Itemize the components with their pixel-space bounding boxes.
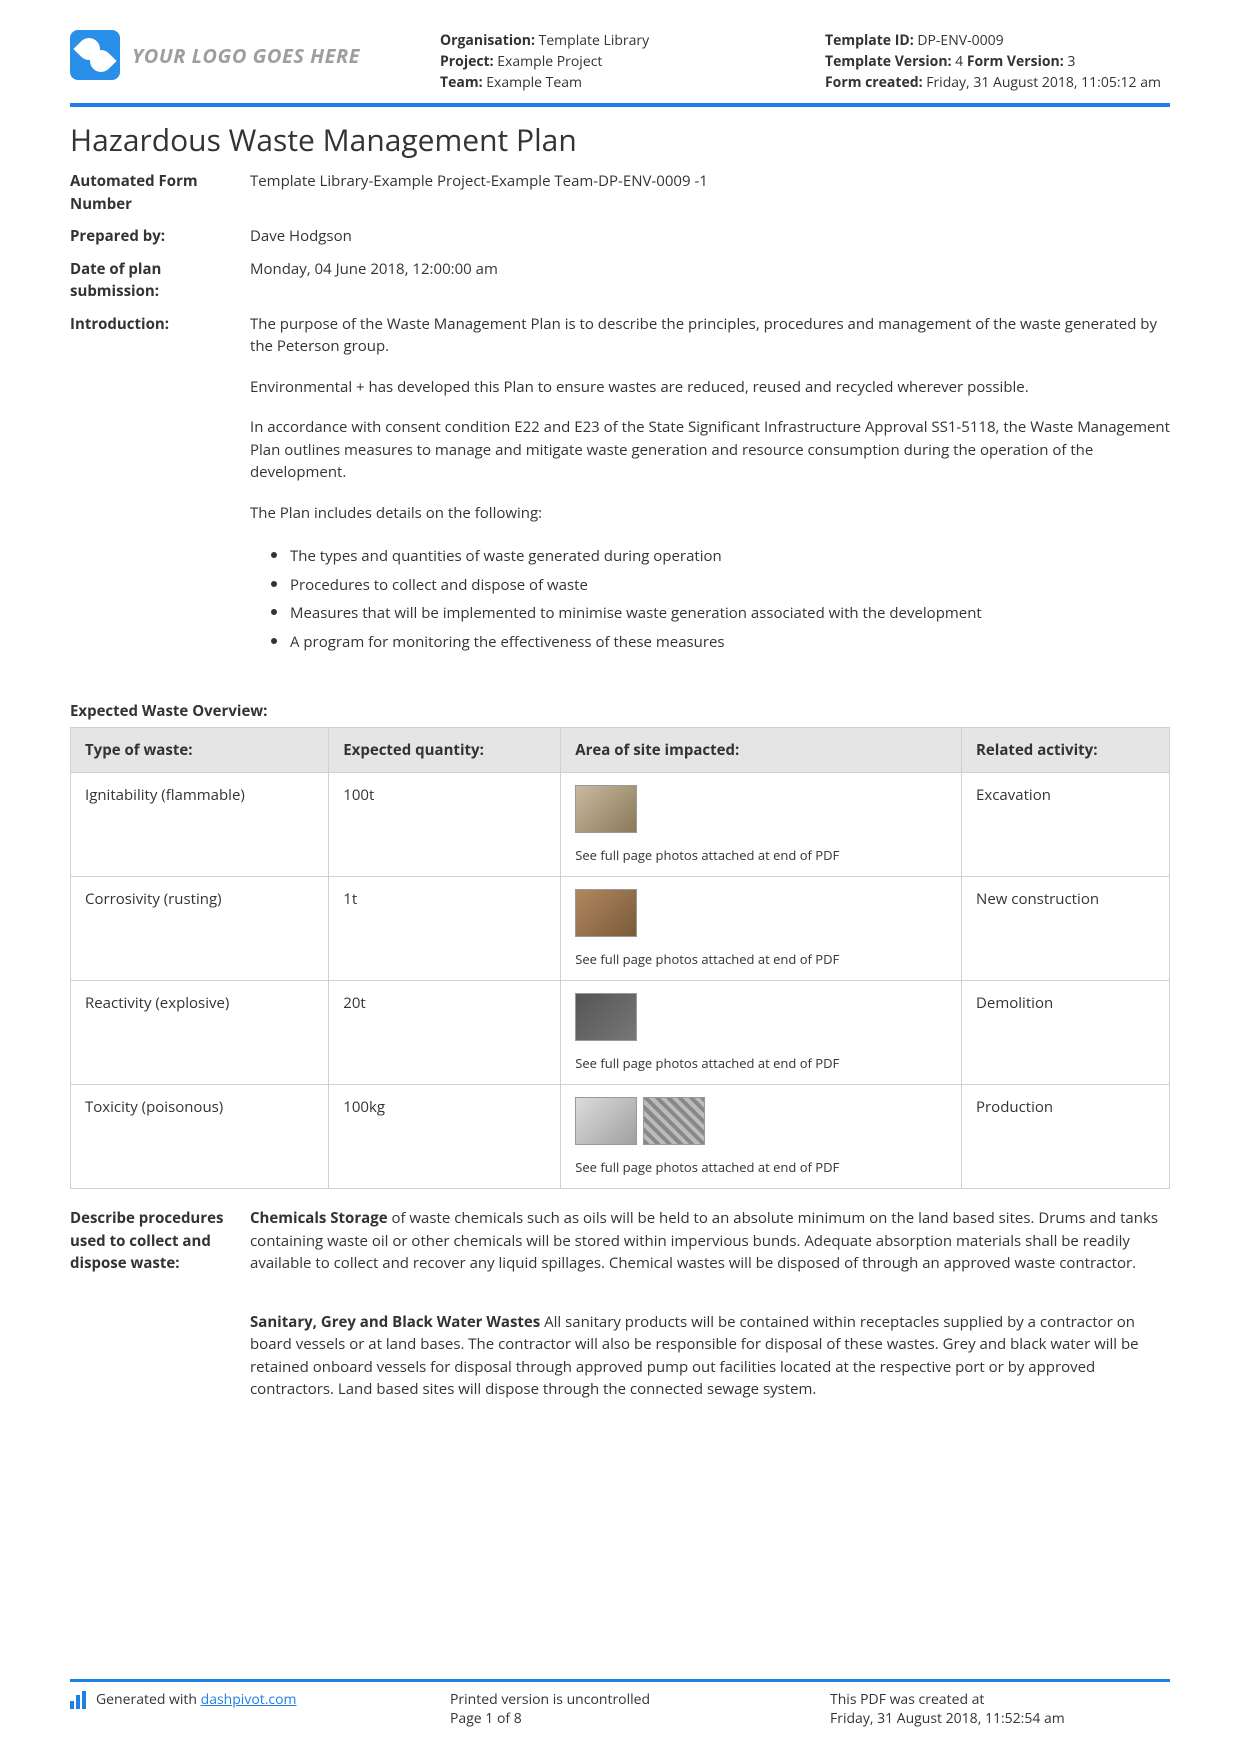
procedures-p1: Chemicals Storage of waste chemicals suc… <box>250 1207 1170 1275</box>
table-row: Ignitability (flammable)100tSee full pag… <box>71 773 1170 877</box>
intro-body: The purpose of the Waste Management Plan… <box>250 313 1170 672</box>
intro-bullet: A program for monitoring the effectivene… <box>290 628 1170 654</box>
page-header: YOUR LOGO GOES HERE Organisation: Templa… <box>70 30 1170 107</box>
footer-generated: Generated with dashpivot.com <box>70 1690 410 1709</box>
table-header-cell: Type of waste: <box>71 728 329 773</box>
meta-label-intro: Introduction: <box>70 313 250 672</box>
table-row: Toxicity (poisonous)100kgSee full page p… <box>71 1085 1170 1189</box>
page-footer: Generated with dashpivot.com Printed ver… <box>70 1679 1170 1728</box>
footer-created: This PDF was created at Friday, 31 Augus… <box>830 1690 1170 1728</box>
meta-label-form-number: Automated Form Number <box>70 170 250 215</box>
photo-note: See full page photos attached at end of … <box>575 950 947 968</box>
table-header-cell: Related activity: <box>962 728 1170 773</box>
photo-note: See full page photos attached at end of … <box>575 846 947 864</box>
meta-val-form-number: Template Library-Example Project-Example… <box>250 170 1170 215</box>
logo-block: YOUR LOGO GOES HERE <box>70 30 420 80</box>
logo-text: YOUR LOGO GOES HERE <box>132 42 360 69</box>
dashpivot-icon <box>70 1691 88 1709</box>
site-photo-thumb <box>575 993 637 1041</box>
meta-label-submission: Date of plan submission: <box>70 258 250 303</box>
site-photo-thumb <box>575 785 637 833</box>
waste-overview-heading: Expected Waste Overview: <box>70 701 1170 721</box>
header-col-org: Organisation: Template Library Project: … <box>440 30 785 93</box>
photo-note: See full page photos attached at end of … <box>575 1054 947 1072</box>
intro-bullet: Procedures to collect and dispose of was… <box>290 571 1170 597</box>
site-photo-thumb <box>575 889 637 937</box>
site-photo-thumb <box>575 1097 637 1145</box>
page-title: Hazardous Waste Management Plan <box>70 119 1170 160</box>
footer-uncontrolled: Printed version is uncontrolled Page 1 o… <box>450 1690 790 1728</box>
dashpivot-link[interactable]: dashpivot.com <box>201 1690 297 1709</box>
table-header-cell: Area of site impacted: <box>561 728 962 773</box>
table-row: Corrosivity (rusting)1tSee full page pho… <box>71 877 1170 981</box>
photo-note: See full page photos attached at end of … <box>575 1158 947 1176</box>
procedures-p2: Sanitary, Grey and Black Water Wastes Al… <box>250 1311 1170 1401</box>
site-photo-thumb <box>643 1097 705 1145</box>
table-row: Reactivity (explosive)20tSee full page p… <box>71 981 1170 1085</box>
intro-bullet: Measures that will be implemented to min… <box>290 599 1170 625</box>
table-header-cell: Expected quantity: <box>329 728 561 773</box>
procedures-block: Describe procedures used to collect and … <box>70 1207 1170 1401</box>
waste-table: Type of waste:Expected quantity:Area of … <box>70 727 1170 1189</box>
header-col-template: Template ID: DP-ENV-0009 Template Versio… <box>825 30 1170 93</box>
meta-val-submission: Monday, 04 June 2018, 12:00:00 am <box>250 258 1170 303</box>
meta-label-prepared-by: Prepared by: <box>70 225 250 248</box>
meta-val-prepared-by: Dave Hodgson <box>250 225 1170 248</box>
intro-bullets: The types and quantities of waste genera… <box>290 542 1170 653</box>
intro-bullet: The types and quantities of waste genera… <box>290 542 1170 568</box>
procedures-label: Describe procedures used to collect and … <box>70 1207 250 1275</box>
logo-icon <box>70 30 120 80</box>
